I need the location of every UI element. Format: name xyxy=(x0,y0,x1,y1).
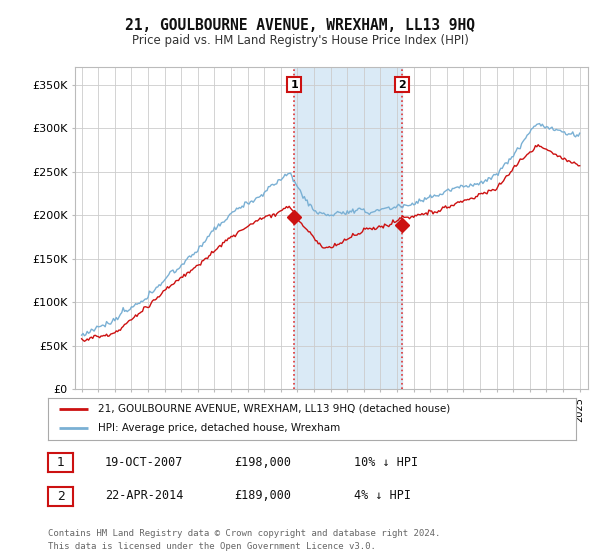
Text: 10% ↓ HPI: 10% ↓ HPI xyxy=(354,455,418,469)
Text: 22-APR-2014: 22-APR-2014 xyxy=(105,489,184,502)
Text: 21, GOULBOURNE AVENUE, WREXHAM, LL13 9HQ (detached house): 21, GOULBOURNE AVENUE, WREXHAM, LL13 9HQ… xyxy=(98,404,451,414)
Text: 1: 1 xyxy=(290,80,298,90)
Text: 19-OCT-2007: 19-OCT-2007 xyxy=(105,455,184,469)
Text: Price paid vs. HM Land Registry's House Price Index (HPI): Price paid vs. HM Land Registry's House … xyxy=(131,34,469,47)
Text: 21, GOULBOURNE AVENUE, WREXHAM, LL13 9HQ: 21, GOULBOURNE AVENUE, WREXHAM, LL13 9HQ xyxy=(125,18,475,32)
Text: 2: 2 xyxy=(56,489,65,503)
Text: £189,000: £189,000 xyxy=(234,489,291,502)
Bar xyxy=(294,67,402,389)
Text: HPI: Average price, detached house, Wrexham: HPI: Average price, detached house, Wrex… xyxy=(98,423,340,433)
Text: 1: 1 xyxy=(56,456,65,469)
Text: £198,000: £198,000 xyxy=(234,455,291,469)
Text: 2: 2 xyxy=(398,80,406,90)
Text: Contains HM Land Registry data © Crown copyright and database right 2024.
This d: Contains HM Land Registry data © Crown c… xyxy=(48,529,440,550)
Text: 4% ↓ HPI: 4% ↓ HPI xyxy=(354,489,411,502)
